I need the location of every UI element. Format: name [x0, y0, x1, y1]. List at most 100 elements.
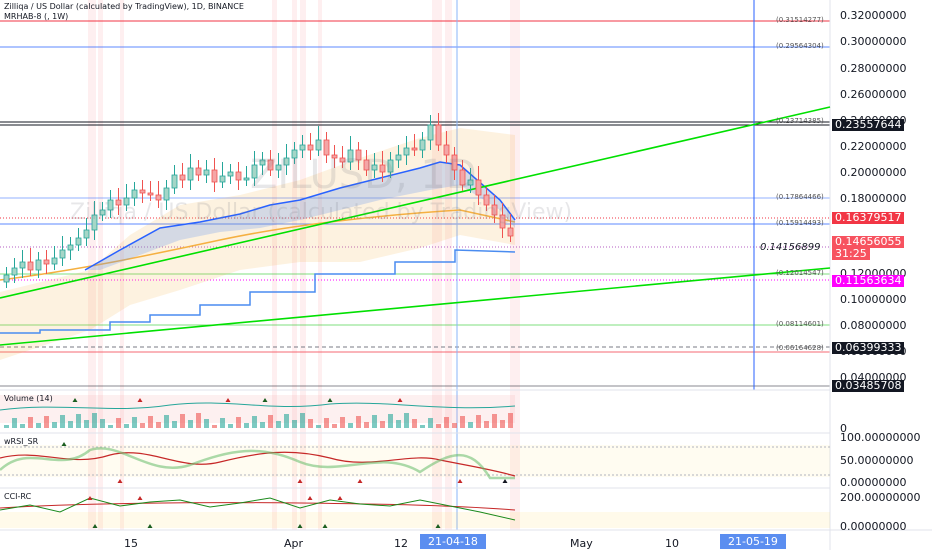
candle-body	[331, 154, 338, 159]
signal-arrow-icon	[137, 496, 143, 500]
signal-arrow-icon	[72, 398, 78, 402]
price-tick: 0.18000000	[840, 192, 907, 205]
volume-bar	[308, 419, 313, 428]
time-label: 15	[124, 537, 138, 550]
candle-body	[299, 144, 306, 151]
volume-pane	[0, 395, 516, 428]
price-tick: 0.32000000	[840, 9, 907, 22]
signal-arrow-icon	[61, 442, 67, 446]
indicator-title: MRHAB-8 (, 1W)	[4, 12, 69, 21]
candle-body	[507, 227, 514, 237]
volume-bar	[340, 417, 345, 428]
volume-bar	[180, 414, 185, 428]
volume-bar	[68, 421, 73, 428]
volume-bar	[492, 414, 497, 428]
signal-band	[445, 0, 452, 530]
price-label-low: 0.03485708	[832, 380, 905, 392]
candle-body	[467, 179, 474, 186]
candle-body	[355, 149, 362, 161]
fib-label: (0.23714385)	[776, 117, 824, 125]
volume-bar	[444, 417, 449, 428]
candle-body	[275, 164, 282, 171]
volume-bar	[4, 425, 9, 428]
time-highlight-1: 21-04-18	[420, 534, 486, 549]
volume-bar	[52, 422, 57, 428]
candles	[3, 113, 514, 288]
volume-bar	[292, 420, 297, 428]
volume-bar	[220, 418, 225, 428]
signal-band	[318, 0, 322, 530]
fib-label: (0.17864466)	[776, 193, 824, 201]
candle-body	[83, 229, 90, 239]
wrsi-title[interactable]: wRSI_SR	[4, 437, 39, 446]
countdown-label: 31:25	[832, 248, 870, 260]
time-label: Apr	[284, 537, 304, 550]
wrsi-pane	[0, 445, 830, 480]
candle-body	[251, 164, 258, 179]
time-highlight-2: 21-05-19	[720, 534, 786, 549]
volume-bar	[244, 423, 249, 428]
signal-arrow-icon	[397, 398, 403, 402]
candle-body	[379, 164, 386, 173]
candle-body	[347, 149, 354, 163]
volume-bar	[460, 416, 465, 428]
volume-bar	[100, 419, 105, 428]
signal-band	[120, 0, 124, 530]
candle-body	[459, 169, 466, 186]
volume-bar	[276, 421, 281, 428]
candle-body	[123, 197, 130, 206]
candle-body	[483, 194, 490, 206]
candle-body	[27, 261, 34, 271]
volume-bar	[204, 419, 209, 428]
fib-lines	[0, 20, 830, 387]
candle-body	[3, 274, 10, 283]
signal-arrow-icon	[337, 496, 343, 500]
cci-title[interactable]: CCI-RC	[4, 492, 32, 501]
volume-bar	[508, 413, 513, 428]
candle-body	[259, 159, 266, 166]
candle-body	[43, 259, 50, 265]
signal-band	[510, 0, 520, 530]
candle-body	[371, 164, 378, 171]
signal-band	[432, 0, 442, 530]
candle-body	[51, 257, 58, 265]
signal-arrows	[61, 398, 508, 528]
candle-body	[115, 199, 122, 206]
volume-bar	[196, 413, 201, 428]
candle-body	[147, 192, 154, 196]
volume-bar	[500, 420, 505, 428]
signal-band	[300, 0, 306, 530]
candle-body	[163, 187, 170, 201]
candle-body	[387, 159, 394, 173]
price-tick: 0.28000000	[840, 62, 907, 75]
trendline-lower	[0, 267, 831, 346]
signal-arrow-icon	[87, 496, 93, 500]
volume-bar	[468, 422, 473, 428]
candle-body	[363, 159, 370, 171]
volume-bar	[388, 414, 393, 428]
signal-arrow-icon	[307, 496, 313, 500]
fib-label: (0.06164628)	[776, 344, 824, 352]
signal-band	[88, 0, 96, 530]
volume-bar	[260, 422, 265, 428]
signal-arrow-icon	[435, 524, 441, 528]
volume-bar	[228, 424, 233, 428]
volume-title[interactable]: Volume (14)	[4, 394, 53, 403]
volume-bar	[420, 425, 425, 428]
price-tick: 0.10000000	[840, 293, 907, 306]
candle-body	[451, 154, 458, 171]
price-tick: 0.30000000	[840, 35, 907, 48]
fib-label: (0.08114601)	[776, 320, 824, 328]
candle-body	[427, 124, 434, 141]
price-label-last: 0.14656055	[832, 236, 905, 248]
signal-arrow-icon	[457, 479, 463, 483]
volume-bar	[396, 420, 401, 428]
candle-body	[99, 209, 106, 216]
volume-bar	[412, 419, 417, 428]
price-label-resistance: 0.16379517	[832, 212, 905, 224]
volume-bar	[332, 424, 337, 428]
cci-axis: 200.00000000	[840, 491, 921, 504]
candle-body	[499, 214, 506, 229]
candle-body	[139, 189, 146, 194]
